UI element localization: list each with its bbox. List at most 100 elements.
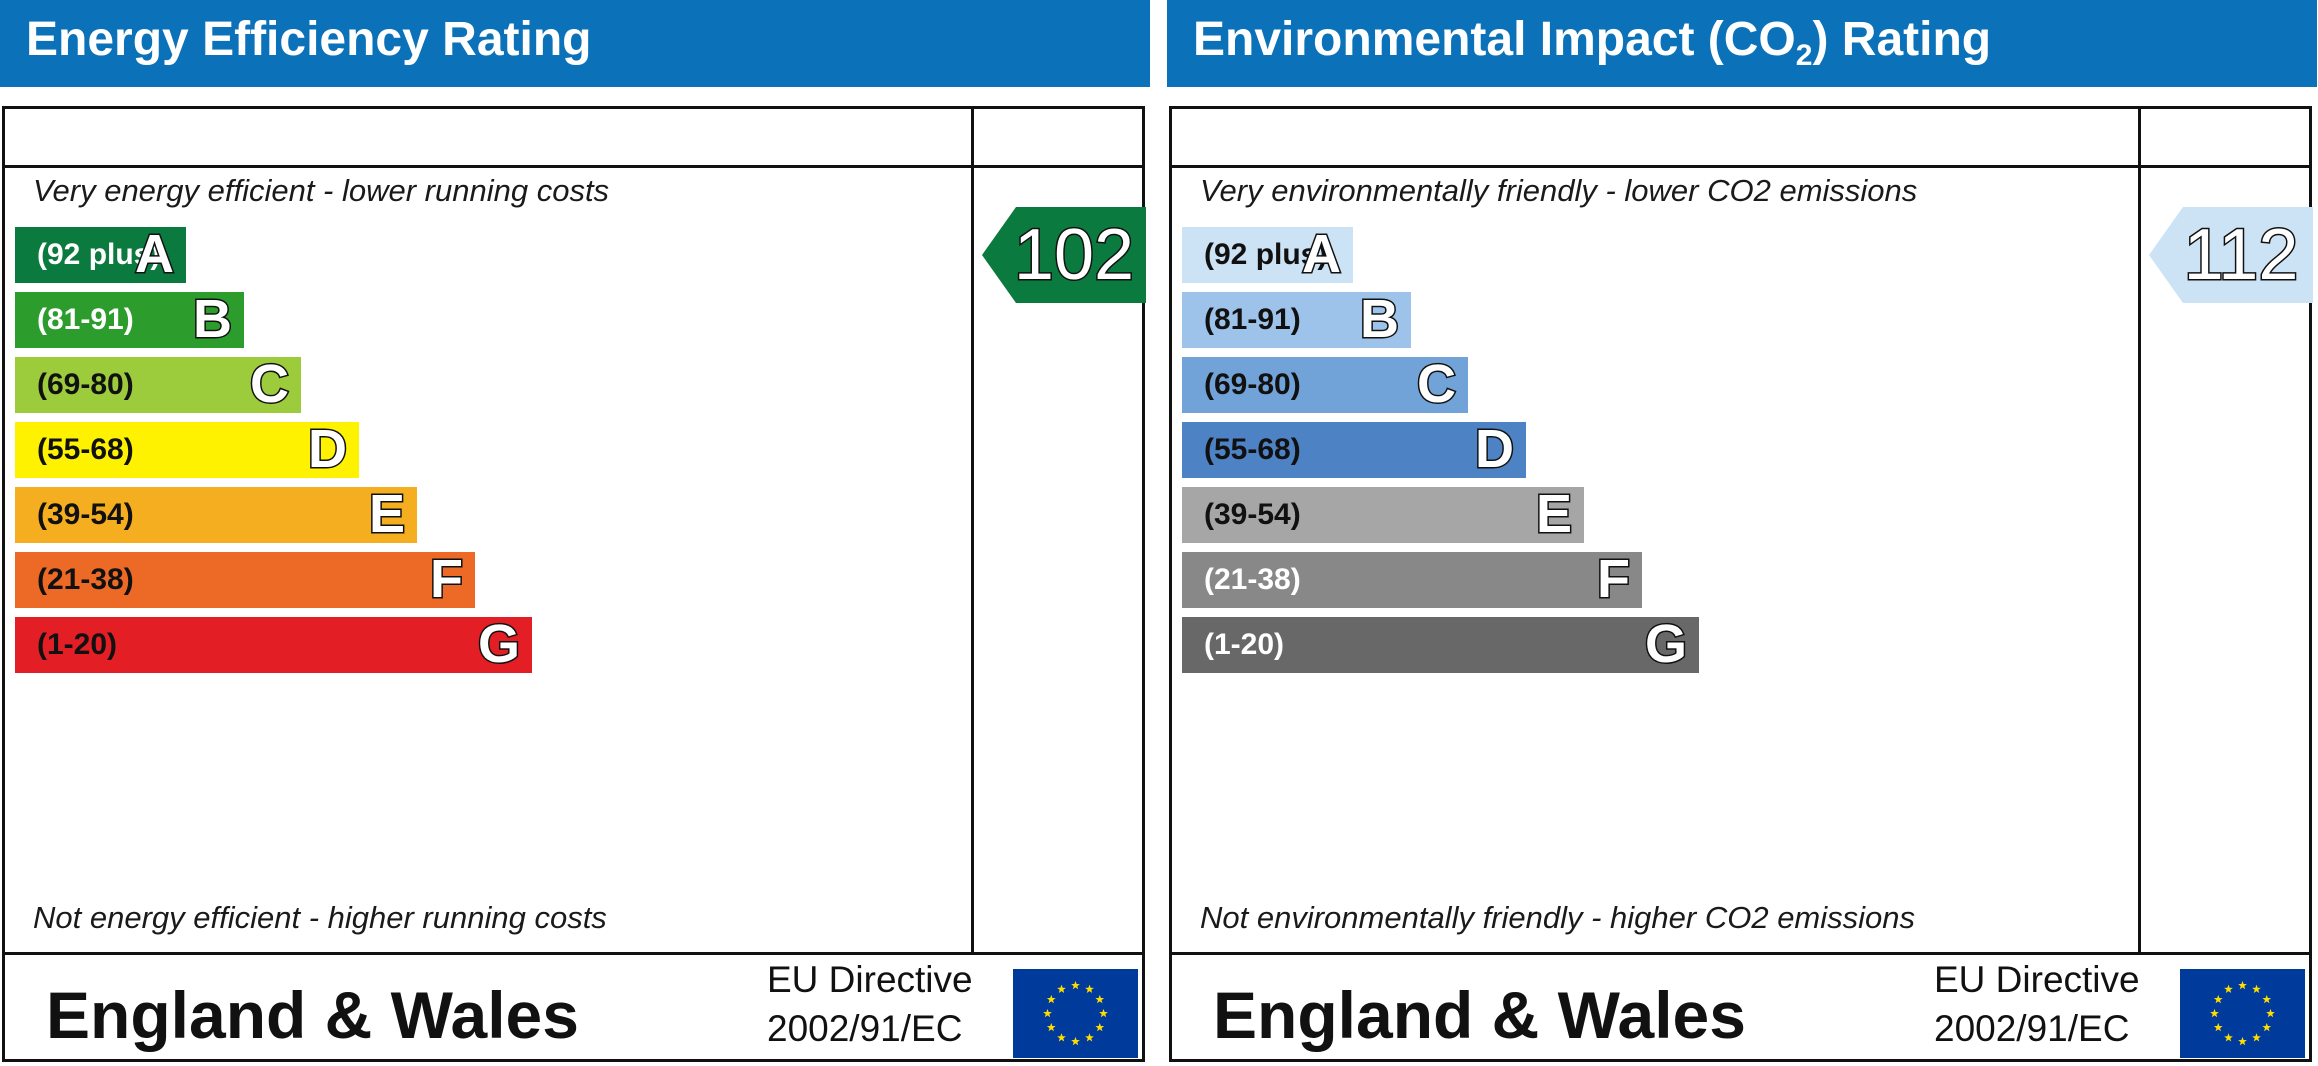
- rating-band-letter: D: [307, 418, 349, 481]
- eu-star: [2262, 1022, 2272, 1032]
- eu-star: [1071, 980, 1080, 990]
- rating-band-letter: B: [1359, 288, 1401, 351]
- bottom-caption: Not environmentally friendly - higher CO…: [1200, 900, 1916, 935]
- eu-flag-icon: [1013, 969, 1138, 1058]
- eu-star: [2238, 980, 2247, 990]
- rating-arrow-polygon: [2149, 207, 2313, 303]
- rating-bar-g: (1-20) G: [15, 613, 532, 676]
- eu-directive-line1: EU Directive: [767, 959, 973, 1000]
- eu-star: [1085, 984, 1094, 993]
- energy-efficiency-panel: Energy Efficiency Rating Very energy eff…: [0, 0, 1150, 1066]
- eu-star: [1046, 994, 1056, 1004]
- rating-band-letter: F: [1596, 548, 1632, 611]
- rating-bar-c: (69-80) C: [15, 353, 301, 416]
- eu-star: [1057, 1033, 1066, 1042]
- rating-range-label: (55-68): [1204, 433, 1301, 466]
- rating-band-letter: C: [1416, 353, 1458, 416]
- panel-title-bar: Environmental Impact (CO2) Rating: [1167, 0, 2317, 87]
- score-column-divider: [2138, 109, 2141, 955]
- rating-band-letter: G: [1643, 613, 1688, 676]
- header-divider: [1172, 165, 2309, 168]
- rating-range-label: (39-54): [37, 498, 134, 531]
- panel-title-main: Environmental Impact (CO: [1193, 13, 1796, 66]
- rating-arrow-shape: [2149, 207, 2313, 303]
- rating-range-label: (1-20): [37, 628, 118, 661]
- rating-range-label: (69-80): [37, 368, 134, 401]
- rating-bar-a: (92 plus) A: [1182, 223, 1353, 286]
- score-column-divider: [971, 109, 974, 955]
- rating-range-label: (81-91): [37, 303, 134, 336]
- rating-band-letter: D: [1474, 418, 1516, 481]
- eu-star: [2224, 984, 2233, 993]
- eu-star: [2262, 994, 2272, 1004]
- eu-star: [2266, 1008, 2275, 1018]
- panel-title: Energy Efficiency Rating: [26, 13, 592, 66]
- rating-band-letter: C: [249, 353, 291, 416]
- current-rating-arrow: 102: [982, 207, 1146, 303]
- eu-star: [2252, 1033, 2261, 1042]
- eu-star: [2224, 1033, 2233, 1042]
- panel-title-suffix: ) Rating: [1812, 13, 1992, 66]
- rating-bar-f: (21-38) F: [15, 548, 475, 611]
- rating-bar-e: (39-54) E: [15, 483, 417, 546]
- rating-range-label: (81-91): [1204, 303, 1301, 336]
- rating-band-letter: A: [1301, 223, 1343, 286]
- current-rating-value: 102: [1012, 214, 1135, 297]
- rating-bar-d: (55-68) D: [1182, 418, 1526, 481]
- eu-star: [1085, 1033, 1094, 1042]
- eu-directive-line1: EU Directive: [1934, 959, 2140, 1000]
- region-label: England & Wales: [46, 978, 579, 1052]
- rating-range-label: (1-20): [1204, 628, 1285, 661]
- eu-star: [2252, 984, 2261, 993]
- rating-range-label: (39-54): [1204, 498, 1301, 531]
- footer-divider: [1172, 952, 2309, 955]
- rating-arrow-shape: [982, 207, 1146, 303]
- rating-bar-a: (92 plus) A: [15, 223, 186, 286]
- rating-range-label: (92 plus): [37, 238, 161, 271]
- environmental-impact-panel: Environmental Impact (CO2) Rating Very e…: [1167, 0, 2317, 1066]
- rating-range-label: (69-80): [1204, 368, 1301, 401]
- eu-star: [1071, 1036, 1080, 1046]
- header-divider: [5, 165, 1142, 168]
- eu-star: [1099, 1008, 1108, 1018]
- rating-band-letter: E: [1534, 483, 1573, 546]
- eu-star: [2238, 1036, 2247, 1046]
- rating-arrow-polygon: [982, 207, 1146, 303]
- rating-range-label: (92 plus): [1204, 238, 1328, 271]
- top-caption: Very energy efficient - lower running co…: [33, 173, 610, 208]
- current-rating-value: 112: [2182, 214, 2300, 297]
- eu-star: [1057, 984, 1066, 993]
- rating-bar-b: (81-91) B: [15, 288, 244, 351]
- rating-bar-f: (21-38) F: [1182, 548, 1642, 611]
- eu-directive-line2: 2002/91/EC: [1934, 1008, 2130, 1049]
- panel-title: Environmental Impact (CO2) Rating: [1193, 10, 1991, 86]
- rating-bar-c: (69-80) C: [1182, 353, 1468, 416]
- eu-star: [1095, 1022, 1105, 1032]
- eu-star: [2213, 1022, 2223, 1032]
- eu-directive-text: EU Directive 2002/91/EC: [1934, 955, 2140, 1053]
- rating-bar-e: (39-54) E: [1182, 483, 1584, 546]
- eu-star: [1046, 1022, 1056, 1032]
- eu-star: [1095, 994, 1105, 1004]
- rating-band-letter: G: [476, 613, 521, 676]
- rating-chart-frame: Very environmentally friendly - lower CO…: [1169, 106, 2313, 1062]
- top-caption: Very environmentally friendly - lower CO…: [1200, 173, 1918, 208]
- rating-bar-g: (1-20) G: [1182, 613, 1699, 676]
- rating-range-label: (21-38): [37, 563, 134, 596]
- footer-divider: [5, 952, 1142, 955]
- eu-star: [2210, 1008, 2219, 1018]
- current-rating-arrow: 112: [2149, 207, 2313, 303]
- region-label: England & Wales: [1213, 978, 1746, 1052]
- rating-range-label: (55-68): [37, 433, 134, 466]
- rating-bar-b: (81-91) B: [1182, 288, 1411, 351]
- rating-range-label: (21-38): [1204, 563, 1301, 596]
- rating-band-letter: A: [134, 223, 176, 286]
- eu-star: [1043, 1008, 1052, 1018]
- eu-star: [2213, 994, 2223, 1004]
- rating-band-letter: E: [367, 483, 406, 546]
- bottom-caption: Not energy efficient - higher running co…: [33, 900, 607, 935]
- panel-title-bar: Energy Efficiency Rating: [0, 0, 1150, 87]
- eu-directive-text: EU Directive 2002/91/EC: [767, 955, 973, 1053]
- eu-flag-icon: [2180, 969, 2305, 1058]
- rating-bar-d: (55-68) D: [15, 418, 359, 481]
